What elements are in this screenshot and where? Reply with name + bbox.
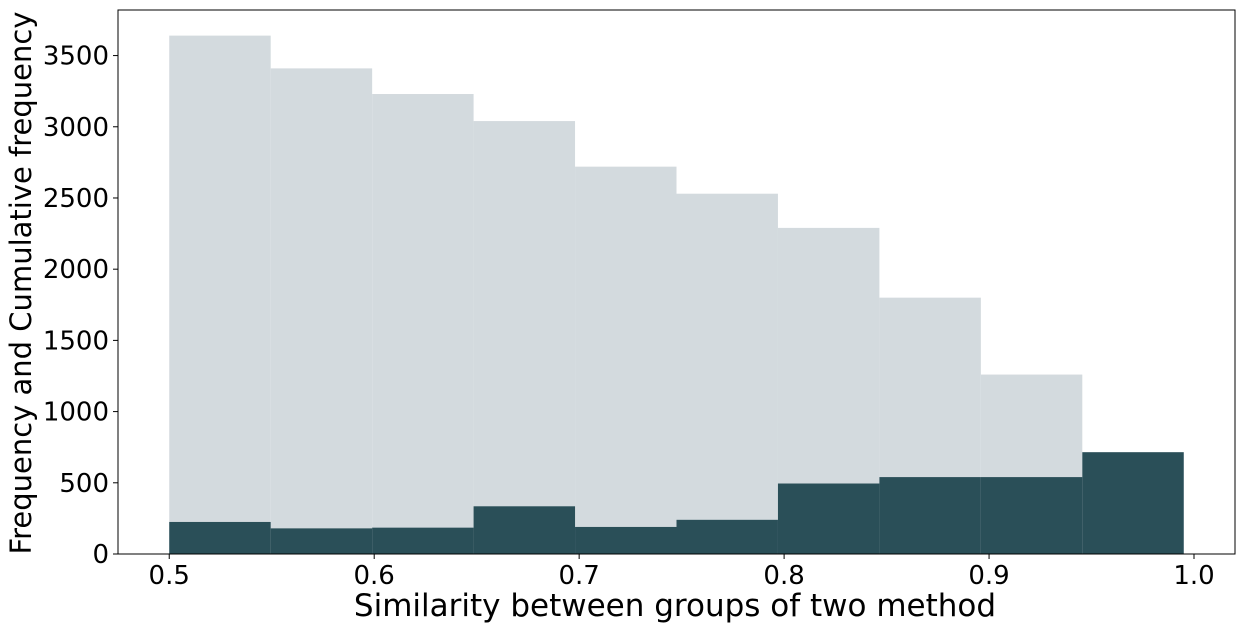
- bars-layer: [169, 35, 1184, 555]
- x-tick-label: 0.8: [763, 561, 804, 591]
- y-tick-label: 3500: [43, 42, 109, 72]
- y-tick-label: 2000: [43, 255, 109, 285]
- bar-series2-bin4: [473, 506, 576, 554]
- bar-series2-bin9: [980, 477, 1083, 554]
- y-tick-label: 0: [92, 540, 109, 570]
- x-tick-label: 0.6: [354, 561, 395, 591]
- x-tick-label: 0.9: [968, 561, 1009, 591]
- bar-series2-bin6: [676, 519, 778, 554]
- bar-series2-bin2: [270, 528, 373, 554]
- x-axis-ticks: 0.5 0.6 0.7 0.8 0.9 1.0: [149, 554, 1215, 591]
- bar-series2-bin8: [879, 477, 981, 554]
- y-tick-label: 1000: [43, 398, 109, 428]
- bar-series1-bin3: [372, 94, 474, 555]
- bar-series1-bin5: [575, 166, 677, 554]
- plot-frame: [117, 9, 1236, 555]
- bar-series2-bin3: [372, 527, 474, 554]
- x-axis-label: Similarity between groups of two method: [354, 588, 996, 624]
- x-tick-label: 0.7: [558, 561, 599, 591]
- y-axis-label: Frequency and Cumulative frequency: [4, 12, 38, 555]
- bar-series1-bin6: [676, 193, 778, 555]
- bar-series2-bin7: [777, 483, 880, 554]
- y-tick-label: 2500: [43, 184, 109, 214]
- x-tick-label: 0.5: [149, 561, 190, 591]
- y-tick-label: 1500: [43, 326, 109, 356]
- y-tick-label: 500: [59, 469, 109, 499]
- y-axis-ticks: 0 500 1000 1500 2000 2500 3000 3500: [43, 42, 118, 570]
- y-tick-label: 3000: [43, 113, 109, 143]
- bar-series1-bin1: [169, 35, 271, 555]
- bar-series2-bin5: [575, 526, 677, 554]
- bar-series1-bin4: [473, 121, 576, 554]
- bar-series1-bin2: [270, 68, 373, 554]
- x-tick-label: 1.0: [1173, 561, 1214, 591]
- bar-series2-bin1: [169, 521, 271, 554]
- bar-series2-bin10: [1082, 452, 1184, 554]
